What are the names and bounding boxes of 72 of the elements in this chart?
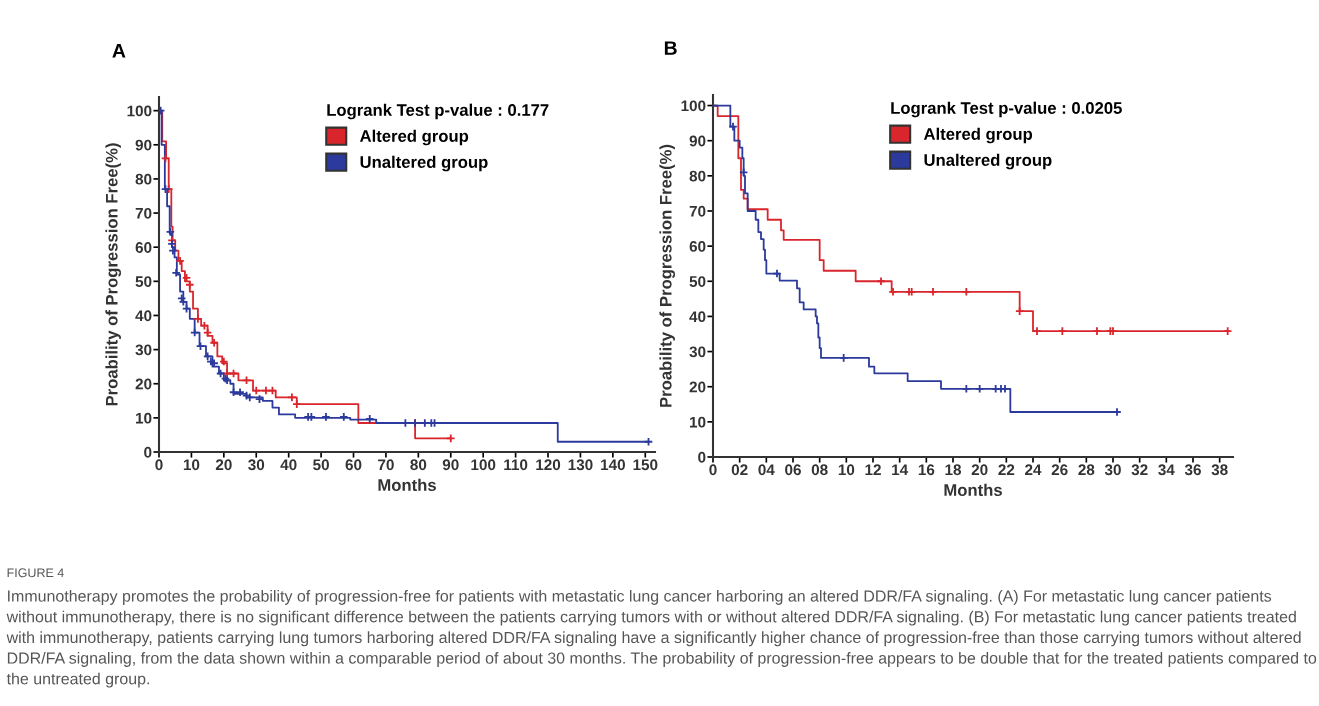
x-tick-label: 20: [971, 464, 988, 476]
y-tick-label: 50: [135, 276, 152, 288]
x-tick-label: 70: [378, 459, 394, 471]
x-tick-label: 120: [536, 459, 561, 471]
caption: FIGURE 4: [7, 568, 64, 578]
x-axis-title: Months: [944, 483, 1002, 496]
x-tick-label: 06: [785, 464, 801, 476]
y-axis-title: Proability of Progression Free(%): [659, 144, 676, 407]
legend-title: Logrank Test p-value : 0.177: [327, 103, 549, 120]
x-axis-title: Months: [378, 478, 436, 491]
y-tick-label: 30: [135, 344, 152, 356]
x-tick-label: 50: [313, 459, 329, 471]
legend-label: Unaltered group: [924, 153, 1052, 170]
x-tick-label: 40: [280, 459, 297, 471]
x-tick-label: 60: [345, 459, 362, 471]
x-tick-label: 0: [709, 464, 717, 476]
x-tick-label: 100: [471, 459, 496, 471]
y-tick-label: 100: [127, 105, 152, 117]
x-tick-label: 26: [1051, 464, 1068, 476]
y-tick-label: 0: [698, 451, 706, 463]
x-tick-label: 22: [998, 464, 1015, 476]
x-tick-label: 28: [1078, 464, 1095, 476]
y-tick-label: 20: [135, 378, 152, 390]
y-tick-label: 80: [135, 173, 152, 185]
x-tick-label: 04: [758, 464, 775, 476]
y-tick-label: 40: [135, 310, 152, 322]
x-tick-label: 38: [1211, 464, 1228, 476]
y-tick-label: 30: [689, 346, 706, 358]
y-tick-label: 0: [144, 446, 152, 458]
x-tick-label: 02: [731, 464, 748, 476]
y-tick-label: 40: [689, 311, 706, 323]
text: Immunotherapy promotes the probability of progression-free for patients with metastatic lung cancer harboring an altered DDR/FA signaling. (A) For metastatic lung cancer patients without immunotherapy, there is no significant difference between the patients carrying tumors with or without altered DDR/FA signaling. (B) For metastatic lung cancer patients treated with immunotherapy, patients carrying lung tumors harboring altered DDR/FA signaling have a significantly higher chance of progression-free than those carrying tumors without altered DDR/FA signaling, from the data shown within a comparable period of about 30 months. The probability of progression-free appears to be double that for the treated patients compared to the untreated group.: [6, 590, 1317, 688]
x-tick-label: 30: [1104, 464, 1121, 476]
legend-label: Unaltered group: [360, 155, 488, 172]
legend-label: Altered group: [359, 129, 469, 146]
y-axis-title: Proability of Progression Free(%): [105, 143, 122, 406]
x-tick-label: 36: [1184, 464, 1201, 476]
x-tick-label: 18: [945, 464, 962, 476]
x-tick-label: 90: [442, 459, 459, 471]
y-tick-label: 50: [689, 276, 706, 287]
x-tick-label: 110: [504, 459, 528, 471]
x-tick-label: 08: [811, 464, 828, 476]
y-tick-label: 60: [135, 242, 152, 253]
y-tick-label: 60: [689, 240, 706, 252]
x-tick-label: 150: [633, 459, 658, 471]
x-tick-label: 12: [865, 464, 881, 476]
y-tick-label: 10: [136, 412, 152, 424]
legend-title: Logrank Test p-value : 0.0205: [891, 101, 1122, 118]
y-tick-label: 90: [689, 135, 706, 147]
x-tick-label: 10: [838, 464, 855, 476]
x-tick-label: 24: [1025, 464, 1042, 476]
x-tick-label: 10: [183, 459, 200, 471]
x-tick-label: 16: [918, 464, 935, 476]
x-tick-label: 32: [1131, 464, 1148, 476]
x-tick-label: 30: [248, 459, 265, 471]
x-tick-label: 14: [892, 464, 909, 476]
x-tick-label: 0: [155, 459, 163, 471]
y-tick-label: 100: [681, 100, 706, 112]
y-tick-label: 80: [689, 170, 706, 182]
chart-title: A: [112, 44, 126, 58]
y-tick-label: 90: [135, 139, 152, 151]
legend-label: Altered group: [923, 127, 1033, 144]
x-tick-label: 20: [215, 459, 232, 471]
x-tick-label: 80: [410, 459, 427, 471]
y-tick-label: 70: [135, 207, 152, 219]
x-tick-label: 130: [568, 459, 593, 471]
x-tick-label: 140: [601, 459, 625, 471]
y-tick-label: 70: [689, 205, 706, 217]
y-tick-label: 20: [689, 381, 706, 393]
y-tick-label: 10: [690, 416, 706, 428]
x-tick-label: 34: [1158, 464, 1175, 476]
chart-title: B: [664, 41, 677, 55]
